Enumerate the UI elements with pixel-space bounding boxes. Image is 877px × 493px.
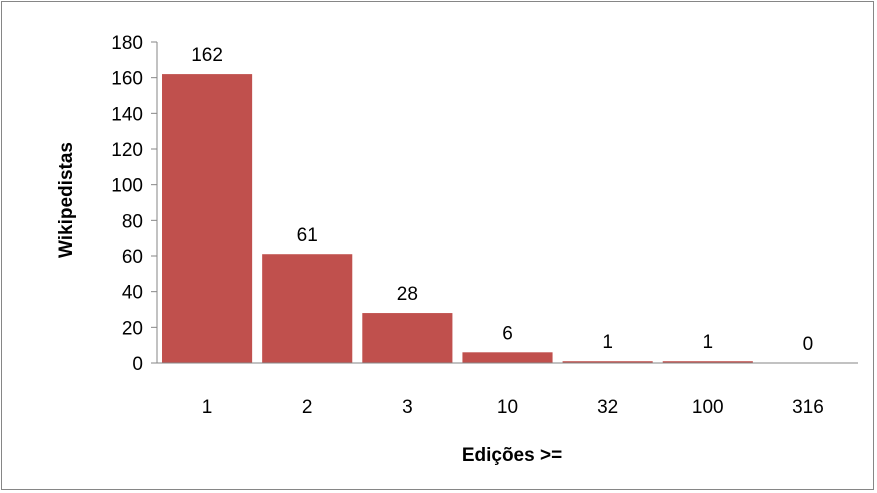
- bar-32: [562, 361, 653, 363]
- y-tick-label: 0: [132, 354, 143, 375]
- x-tick-label: 100: [692, 397, 724, 418]
- bar-2: [262, 254, 353, 363]
- data-label: 61: [297, 225, 318, 246]
- bar-3: [362, 313, 453, 363]
- data-label: 28: [397, 284, 418, 305]
- data-label: 162: [191, 45, 223, 66]
- y-tick-label: 40: [122, 283, 143, 304]
- y-tick-label: 120: [111, 140, 143, 161]
- y-tick-label: 140: [111, 104, 143, 125]
- bar-100: [662, 361, 753, 363]
- data-label: 0: [803, 334, 814, 355]
- x-tick-label: 3: [402, 397, 413, 418]
- x-tick-label: 10: [497, 397, 518, 418]
- x-axis-title: Edições >=: [462, 445, 562, 466]
- bar-1: [162, 74, 253, 363]
- y-axis-title: Wikipedistas: [56, 142, 77, 258]
- y-tick-label: 20: [122, 318, 143, 339]
- y-tick-label: 60: [122, 247, 143, 268]
- y-tick-label: 180: [111, 33, 143, 54]
- y-tick-label: 100: [111, 176, 143, 197]
- y-tick-label: 80: [122, 211, 143, 232]
- x-tick-label: 316: [792, 397, 824, 418]
- y-tick-label: 160: [111, 69, 143, 90]
- x-tick-label: 32: [597, 397, 618, 418]
- data-label: 1: [702, 332, 713, 353]
- data-label: 6: [502, 323, 513, 344]
- x-tick-label: 1: [202, 397, 213, 418]
- bar-10: [462, 352, 553, 363]
- x-tick-label: 2: [302, 397, 313, 418]
- data-label: 1: [602, 332, 613, 353]
